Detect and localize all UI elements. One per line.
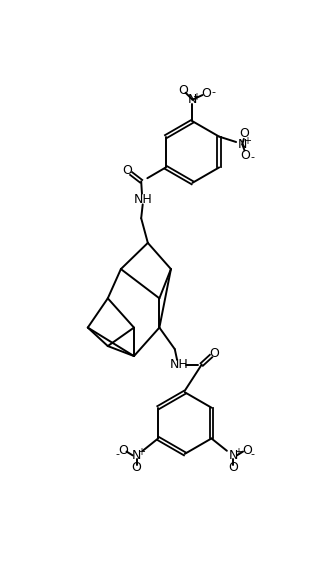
Text: N: N [238,138,247,151]
Text: O: O [122,164,132,177]
Text: O: O [178,84,188,97]
Text: -: - [115,449,119,459]
Text: N: N [228,449,238,462]
Text: O: O [201,87,211,100]
Text: N: N [132,449,141,462]
Text: -: - [211,87,215,97]
Text: O: O [209,347,219,360]
Text: +: + [243,136,251,146]
Text: +: + [137,447,145,457]
Text: N: N [188,93,197,106]
Text: NH: NH [169,358,188,371]
Text: O: O [239,127,249,140]
Text: O: O [241,149,250,162]
Text: -: - [250,151,254,162]
Text: O: O [242,444,252,457]
Text: +: + [234,447,242,457]
Text: O: O [132,461,142,474]
Text: O: O [228,461,238,474]
Text: NH: NH [133,193,152,206]
Text: O: O [118,444,127,457]
Text: -: - [250,449,254,459]
Text: +: + [192,91,200,102]
